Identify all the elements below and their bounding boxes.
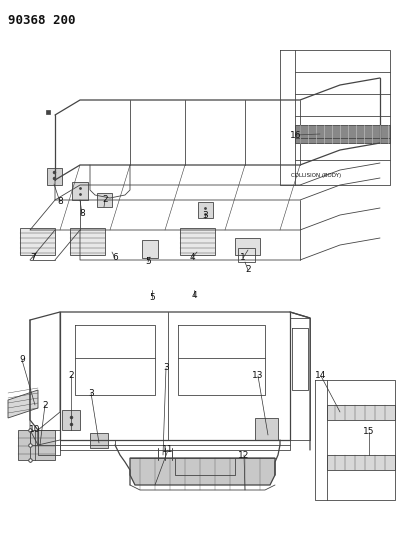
Text: 13: 13 [252, 372, 264, 381]
Text: 4: 4 [191, 292, 197, 301]
Text: 15: 15 [363, 427, 375, 437]
Text: 3: 3 [88, 389, 94, 398]
Text: 2: 2 [102, 196, 108, 205]
Text: 5: 5 [149, 294, 155, 303]
Polygon shape [142, 240, 158, 258]
Polygon shape [198, 202, 213, 218]
Polygon shape [130, 458, 275, 485]
Polygon shape [180, 228, 215, 255]
Text: 12: 12 [238, 450, 250, 459]
Polygon shape [18, 430, 55, 460]
Polygon shape [235, 238, 260, 255]
Text: 10: 10 [29, 425, 41, 434]
Text: 2: 2 [245, 265, 251, 274]
Text: 1: 1 [240, 254, 246, 262]
Polygon shape [72, 182, 88, 200]
Text: 2: 2 [42, 400, 48, 409]
Polygon shape [327, 455, 395, 470]
Text: 90368 200: 90368 200 [8, 14, 75, 27]
Polygon shape [62, 410, 80, 430]
Text: 8: 8 [57, 198, 63, 206]
Text: 8: 8 [79, 209, 85, 219]
Text: 6: 6 [112, 254, 118, 262]
Polygon shape [255, 418, 278, 440]
Polygon shape [20, 228, 55, 255]
Polygon shape [97, 193, 112, 207]
Text: 16: 16 [290, 131, 302, 140]
Polygon shape [8, 390, 38, 418]
Text: 9: 9 [19, 356, 25, 365]
Text: 11: 11 [162, 446, 174, 455]
Polygon shape [90, 433, 108, 448]
Polygon shape [70, 228, 105, 255]
Text: 3: 3 [163, 364, 169, 373]
Text: 7: 7 [30, 254, 36, 262]
Text: COLLISION (BODY): COLLISION (BODY) [291, 173, 341, 177]
Text: 14: 14 [315, 372, 327, 381]
Polygon shape [47, 168, 62, 185]
Text: 3: 3 [202, 211, 208, 220]
Text: 5: 5 [145, 257, 151, 266]
Text: 2: 2 [68, 370, 74, 379]
Polygon shape [295, 125, 390, 143]
Text: 4: 4 [189, 254, 195, 262]
Polygon shape [327, 405, 395, 420]
